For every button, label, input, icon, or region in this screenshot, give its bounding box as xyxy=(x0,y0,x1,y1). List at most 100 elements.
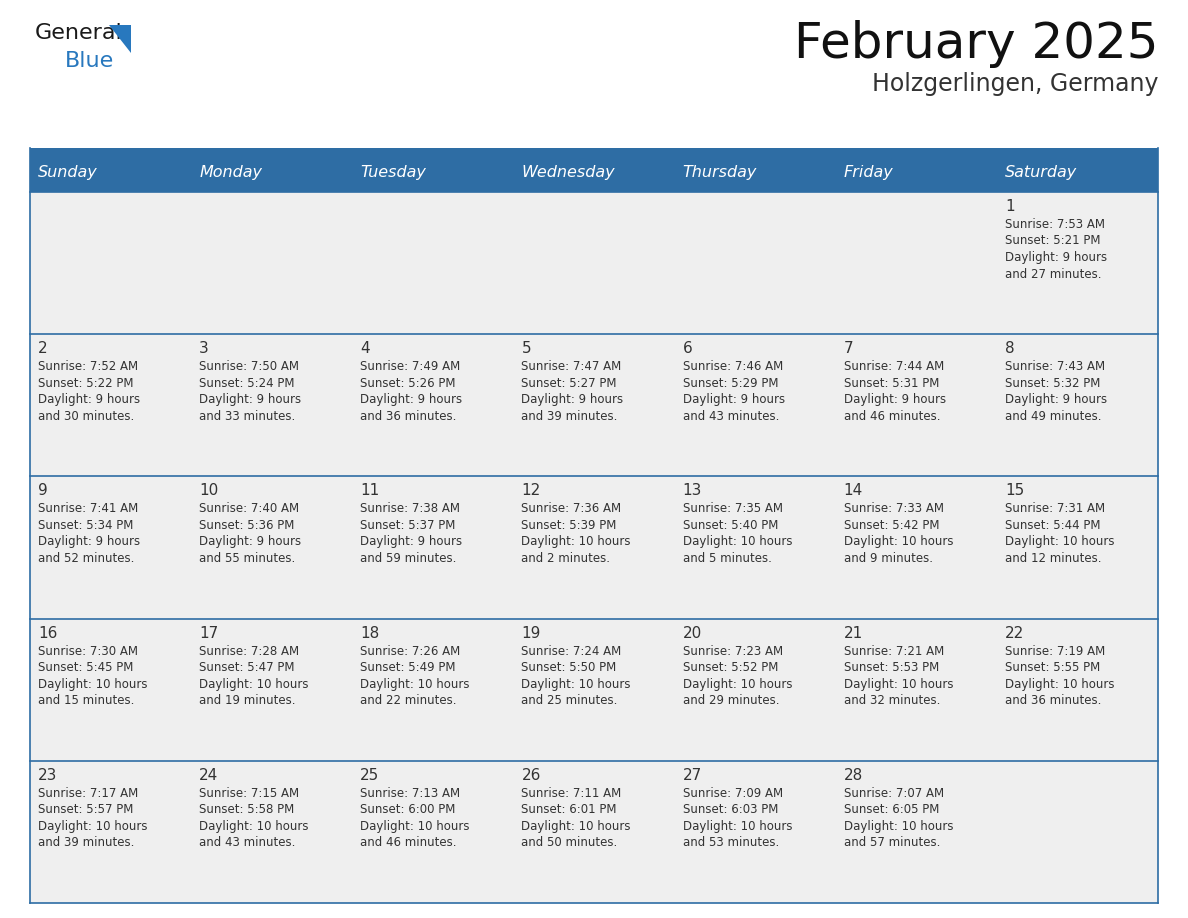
Text: 24: 24 xyxy=(200,767,219,783)
Text: Sunrise: 7:36 AM: Sunrise: 7:36 AM xyxy=(522,502,621,515)
Text: Sunrise: 7:30 AM: Sunrise: 7:30 AM xyxy=(38,644,138,657)
Text: 16: 16 xyxy=(38,625,57,641)
Text: and 27 minutes.: and 27 minutes. xyxy=(1005,267,1101,281)
Text: Daylight: 10 hours: Daylight: 10 hours xyxy=(360,820,469,833)
Text: 9: 9 xyxy=(38,484,48,498)
Text: 26: 26 xyxy=(522,767,541,783)
Bar xyxy=(997,761,1158,903)
Text: Daylight: 10 hours: Daylight: 10 hours xyxy=(200,677,309,690)
Text: Sunset: 5:39 PM: Sunset: 5:39 PM xyxy=(522,519,617,532)
Text: 3: 3 xyxy=(200,341,209,356)
Bar xyxy=(675,619,835,761)
Text: Sunrise: 7:43 AM: Sunrise: 7:43 AM xyxy=(1005,360,1105,374)
Text: Thursday: Thursday xyxy=(683,165,757,181)
Text: Sunset: 5:58 PM: Sunset: 5:58 PM xyxy=(200,803,295,816)
Text: Sunset: 6:05 PM: Sunset: 6:05 PM xyxy=(843,803,939,816)
Text: and 39 minutes.: and 39 minutes. xyxy=(38,836,134,849)
Text: Daylight: 10 hours: Daylight: 10 hours xyxy=(683,677,792,690)
Text: Daylight: 9 hours: Daylight: 9 hours xyxy=(843,393,946,406)
Text: 25: 25 xyxy=(360,767,379,783)
Text: Daylight: 9 hours: Daylight: 9 hours xyxy=(38,393,140,406)
Text: Daylight: 10 hours: Daylight: 10 hours xyxy=(683,535,792,548)
Bar xyxy=(835,192,997,334)
Text: Sunset: 5:42 PM: Sunset: 5:42 PM xyxy=(843,519,940,532)
Text: Sunday: Sunday xyxy=(38,165,97,181)
Text: Sunset: 5:21 PM: Sunset: 5:21 PM xyxy=(1005,234,1100,248)
Bar xyxy=(675,334,835,476)
Text: and 55 minutes.: and 55 minutes. xyxy=(200,552,296,565)
Text: 22: 22 xyxy=(1005,625,1024,641)
Bar xyxy=(353,192,513,334)
Text: Sunset: 5:50 PM: Sunset: 5:50 PM xyxy=(522,661,617,674)
Text: Daylight: 9 hours: Daylight: 9 hours xyxy=(360,535,462,548)
Text: 1: 1 xyxy=(1005,199,1015,214)
Text: Daylight: 9 hours: Daylight: 9 hours xyxy=(522,393,624,406)
Text: Sunrise: 7:33 AM: Sunrise: 7:33 AM xyxy=(843,502,943,515)
Text: Sunrise: 7:35 AM: Sunrise: 7:35 AM xyxy=(683,502,783,515)
Bar xyxy=(30,192,191,334)
Text: Sunrise: 7:19 AM: Sunrise: 7:19 AM xyxy=(1005,644,1105,657)
Text: Daylight: 10 hours: Daylight: 10 hours xyxy=(843,820,953,833)
Text: Sunrise: 7:50 AM: Sunrise: 7:50 AM xyxy=(200,360,299,374)
Text: and 19 minutes.: and 19 minutes. xyxy=(200,694,296,707)
Text: Daylight: 9 hours: Daylight: 9 hours xyxy=(683,393,785,406)
Text: Sunrise: 7:21 AM: Sunrise: 7:21 AM xyxy=(843,644,944,657)
Text: Daylight: 10 hours: Daylight: 10 hours xyxy=(843,677,953,690)
Text: Sunrise: 7:47 AM: Sunrise: 7:47 AM xyxy=(522,360,621,374)
Text: 18: 18 xyxy=(360,625,379,641)
Text: Daylight: 10 hours: Daylight: 10 hours xyxy=(683,820,792,833)
Bar xyxy=(675,192,835,334)
Text: Sunset: 5:27 PM: Sunset: 5:27 PM xyxy=(522,376,617,390)
Text: Sunset: 5:31 PM: Sunset: 5:31 PM xyxy=(843,376,939,390)
Text: and 30 minutes.: and 30 minutes. xyxy=(38,409,134,422)
Text: and 57 minutes.: and 57 minutes. xyxy=(843,836,940,849)
Text: 27: 27 xyxy=(683,767,702,783)
Text: 19: 19 xyxy=(522,625,541,641)
Text: Sunset: 5:37 PM: Sunset: 5:37 PM xyxy=(360,519,456,532)
Text: Sunset: 5:57 PM: Sunset: 5:57 PM xyxy=(38,803,133,816)
Text: Sunset: 6:03 PM: Sunset: 6:03 PM xyxy=(683,803,778,816)
Bar xyxy=(191,619,353,761)
Text: Daylight: 10 hours: Daylight: 10 hours xyxy=(360,677,469,690)
Bar xyxy=(675,761,835,903)
Text: Holzgerlingen, Germany: Holzgerlingen, Germany xyxy=(872,72,1158,96)
Text: Sunset: 5:29 PM: Sunset: 5:29 PM xyxy=(683,376,778,390)
Text: Sunset: 5:22 PM: Sunset: 5:22 PM xyxy=(38,376,133,390)
Text: 4: 4 xyxy=(360,341,369,356)
Text: and 53 minutes.: and 53 minutes. xyxy=(683,836,779,849)
Text: Saturday: Saturday xyxy=(1005,165,1078,181)
Bar xyxy=(997,192,1158,334)
Text: and 52 minutes.: and 52 minutes. xyxy=(38,552,134,565)
Text: Sunset: 5:45 PM: Sunset: 5:45 PM xyxy=(38,661,133,674)
Text: and 29 minutes.: and 29 minutes. xyxy=(683,694,779,707)
Text: Sunrise: 7:46 AM: Sunrise: 7:46 AM xyxy=(683,360,783,374)
Text: and 25 minutes.: and 25 minutes. xyxy=(522,694,618,707)
Bar xyxy=(675,476,835,619)
Text: 14: 14 xyxy=(843,484,862,498)
Text: Sunset: 5:24 PM: Sunset: 5:24 PM xyxy=(200,376,295,390)
Text: Sunset: 5:49 PM: Sunset: 5:49 PM xyxy=(360,661,456,674)
Text: and 39 minutes.: and 39 minutes. xyxy=(522,409,618,422)
Bar xyxy=(30,334,191,476)
Text: and 46 minutes.: and 46 minutes. xyxy=(360,836,456,849)
Text: Sunrise: 7:26 AM: Sunrise: 7:26 AM xyxy=(360,644,461,657)
Text: Sunset: 5:32 PM: Sunset: 5:32 PM xyxy=(1005,376,1100,390)
Text: 11: 11 xyxy=(360,484,379,498)
Text: Tuesday: Tuesday xyxy=(360,165,426,181)
Text: 12: 12 xyxy=(522,484,541,498)
Text: Sunset: 5:53 PM: Sunset: 5:53 PM xyxy=(843,661,939,674)
Text: Sunrise: 7:41 AM: Sunrise: 7:41 AM xyxy=(38,502,138,515)
Text: 5: 5 xyxy=(522,341,531,356)
Text: 17: 17 xyxy=(200,625,219,641)
Bar xyxy=(513,334,675,476)
Text: 23: 23 xyxy=(38,767,57,783)
Text: Daylight: 10 hours: Daylight: 10 hours xyxy=(522,677,631,690)
Text: and 43 minutes.: and 43 minutes. xyxy=(683,409,779,422)
Bar xyxy=(353,761,513,903)
Text: Sunrise: 7:49 AM: Sunrise: 7:49 AM xyxy=(360,360,461,374)
Text: Sunrise: 7:13 AM: Sunrise: 7:13 AM xyxy=(360,787,461,800)
Text: Wednesday: Wednesday xyxy=(522,165,615,181)
Text: and 43 minutes.: and 43 minutes. xyxy=(200,836,296,849)
Text: Daylight: 9 hours: Daylight: 9 hours xyxy=(1005,251,1107,264)
Text: Sunrise: 7:38 AM: Sunrise: 7:38 AM xyxy=(360,502,460,515)
